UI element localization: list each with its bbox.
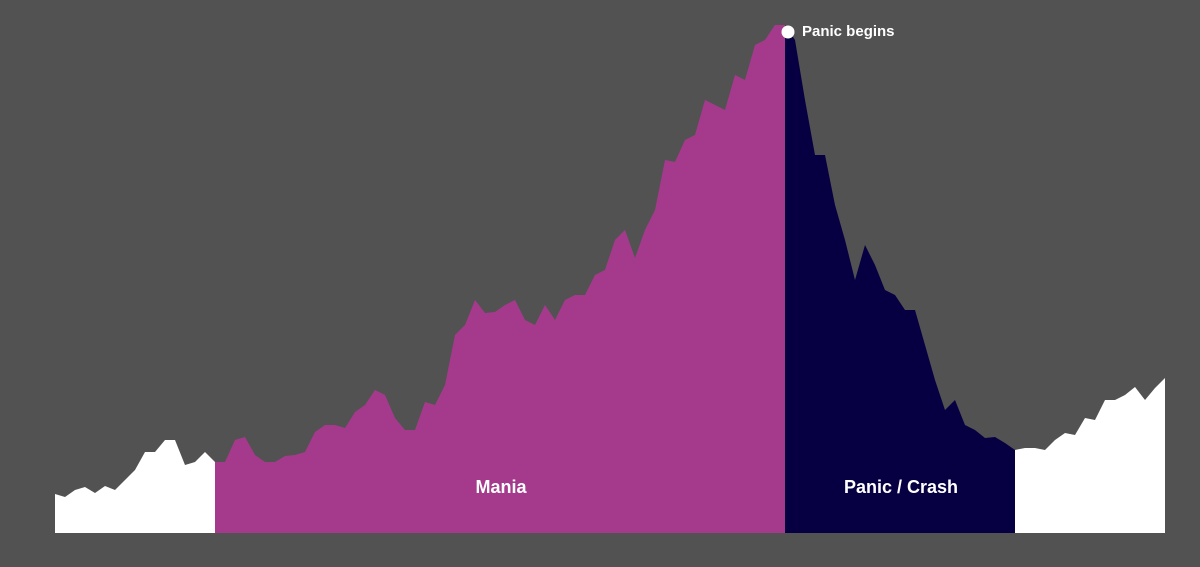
areas bbox=[55, 25, 1165, 533]
area-label: Mania bbox=[475, 477, 527, 497]
area-label: Panic / Crash bbox=[844, 477, 958, 497]
area bbox=[55, 378, 1165, 533]
area bbox=[215, 25, 785, 533]
area bbox=[785, 25, 1015, 533]
annotation-dot bbox=[781, 25, 795, 39]
annotation: Panic begins bbox=[802, 23, 895, 40]
